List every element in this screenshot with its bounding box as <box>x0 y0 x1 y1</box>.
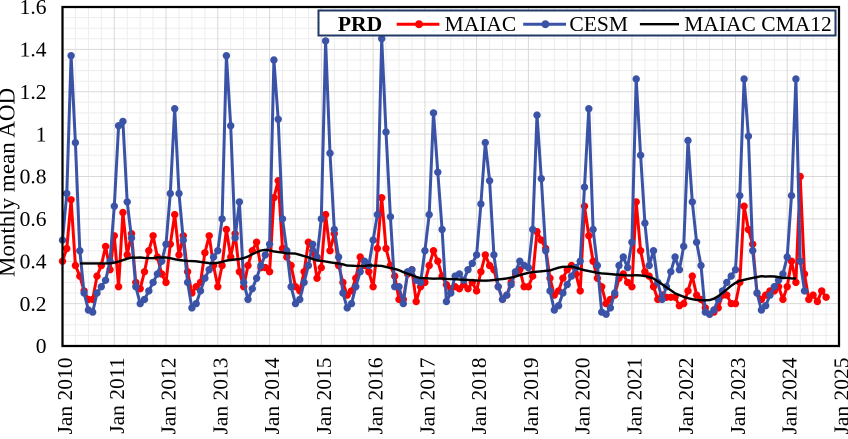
svg-text:MAIAC CMA12: MAIAC CMA12 <box>684 12 832 36</box>
svg-text:CESM: CESM <box>569 12 628 36</box>
svg-text:1.2: 1.2 <box>20 80 47 104</box>
svg-text:1.6: 1.6 <box>20 0 47 19</box>
svg-text:0.6: 0.6 <box>20 207 47 231</box>
svg-text:Jan 2013: Jan 2013 <box>208 358 232 435</box>
svg-text:0.2: 0.2 <box>20 292 47 316</box>
svg-text:Jan 2019: Jan 2019 <box>519 358 543 435</box>
svg-text:Jan 2012: Jan 2012 <box>157 358 181 435</box>
svg-text:Jan 2016: Jan 2016 <box>364 357 388 434</box>
svg-text:Monthly mean AOD: Monthly mean AOD <box>0 88 20 277</box>
svg-text:Jan 2018: Jan 2018 <box>467 357 491 434</box>
svg-text:Jan 2011: Jan 2011 <box>105 358 129 434</box>
svg-text:0.4: 0.4 <box>20 249 47 273</box>
svg-text:MAIAC: MAIAC <box>445 12 517 36</box>
svg-text:Jan 2022: Jan 2022 <box>674 358 698 435</box>
svg-text:Jan 2023: Jan 2023 <box>726 358 750 435</box>
svg-text:0.8: 0.8 <box>20 165 47 189</box>
svg-text:Jan 2021: Jan 2021 <box>622 358 646 435</box>
svg-text:Jan 2025: Jan 2025 <box>830 358 848 435</box>
svg-text:Jan 2015: Jan 2015 <box>312 358 336 435</box>
svg-text:Jan 2020: Jan 2020 <box>571 358 595 435</box>
svg-text:Jan 2014: Jan 2014 <box>260 357 284 434</box>
svg-text:Jan 2010: Jan 2010 <box>53 358 77 435</box>
svg-text:Jan 2017: Jan 2017 <box>415 357 439 434</box>
svg-text:1: 1 <box>36 122 47 146</box>
svg-text:1.4: 1.4 <box>20 38 47 62</box>
svg-text:Jan 2024: Jan 2024 <box>778 357 802 434</box>
svg-text:PRD: PRD <box>338 12 382 36</box>
svg-text:0: 0 <box>36 334 47 358</box>
